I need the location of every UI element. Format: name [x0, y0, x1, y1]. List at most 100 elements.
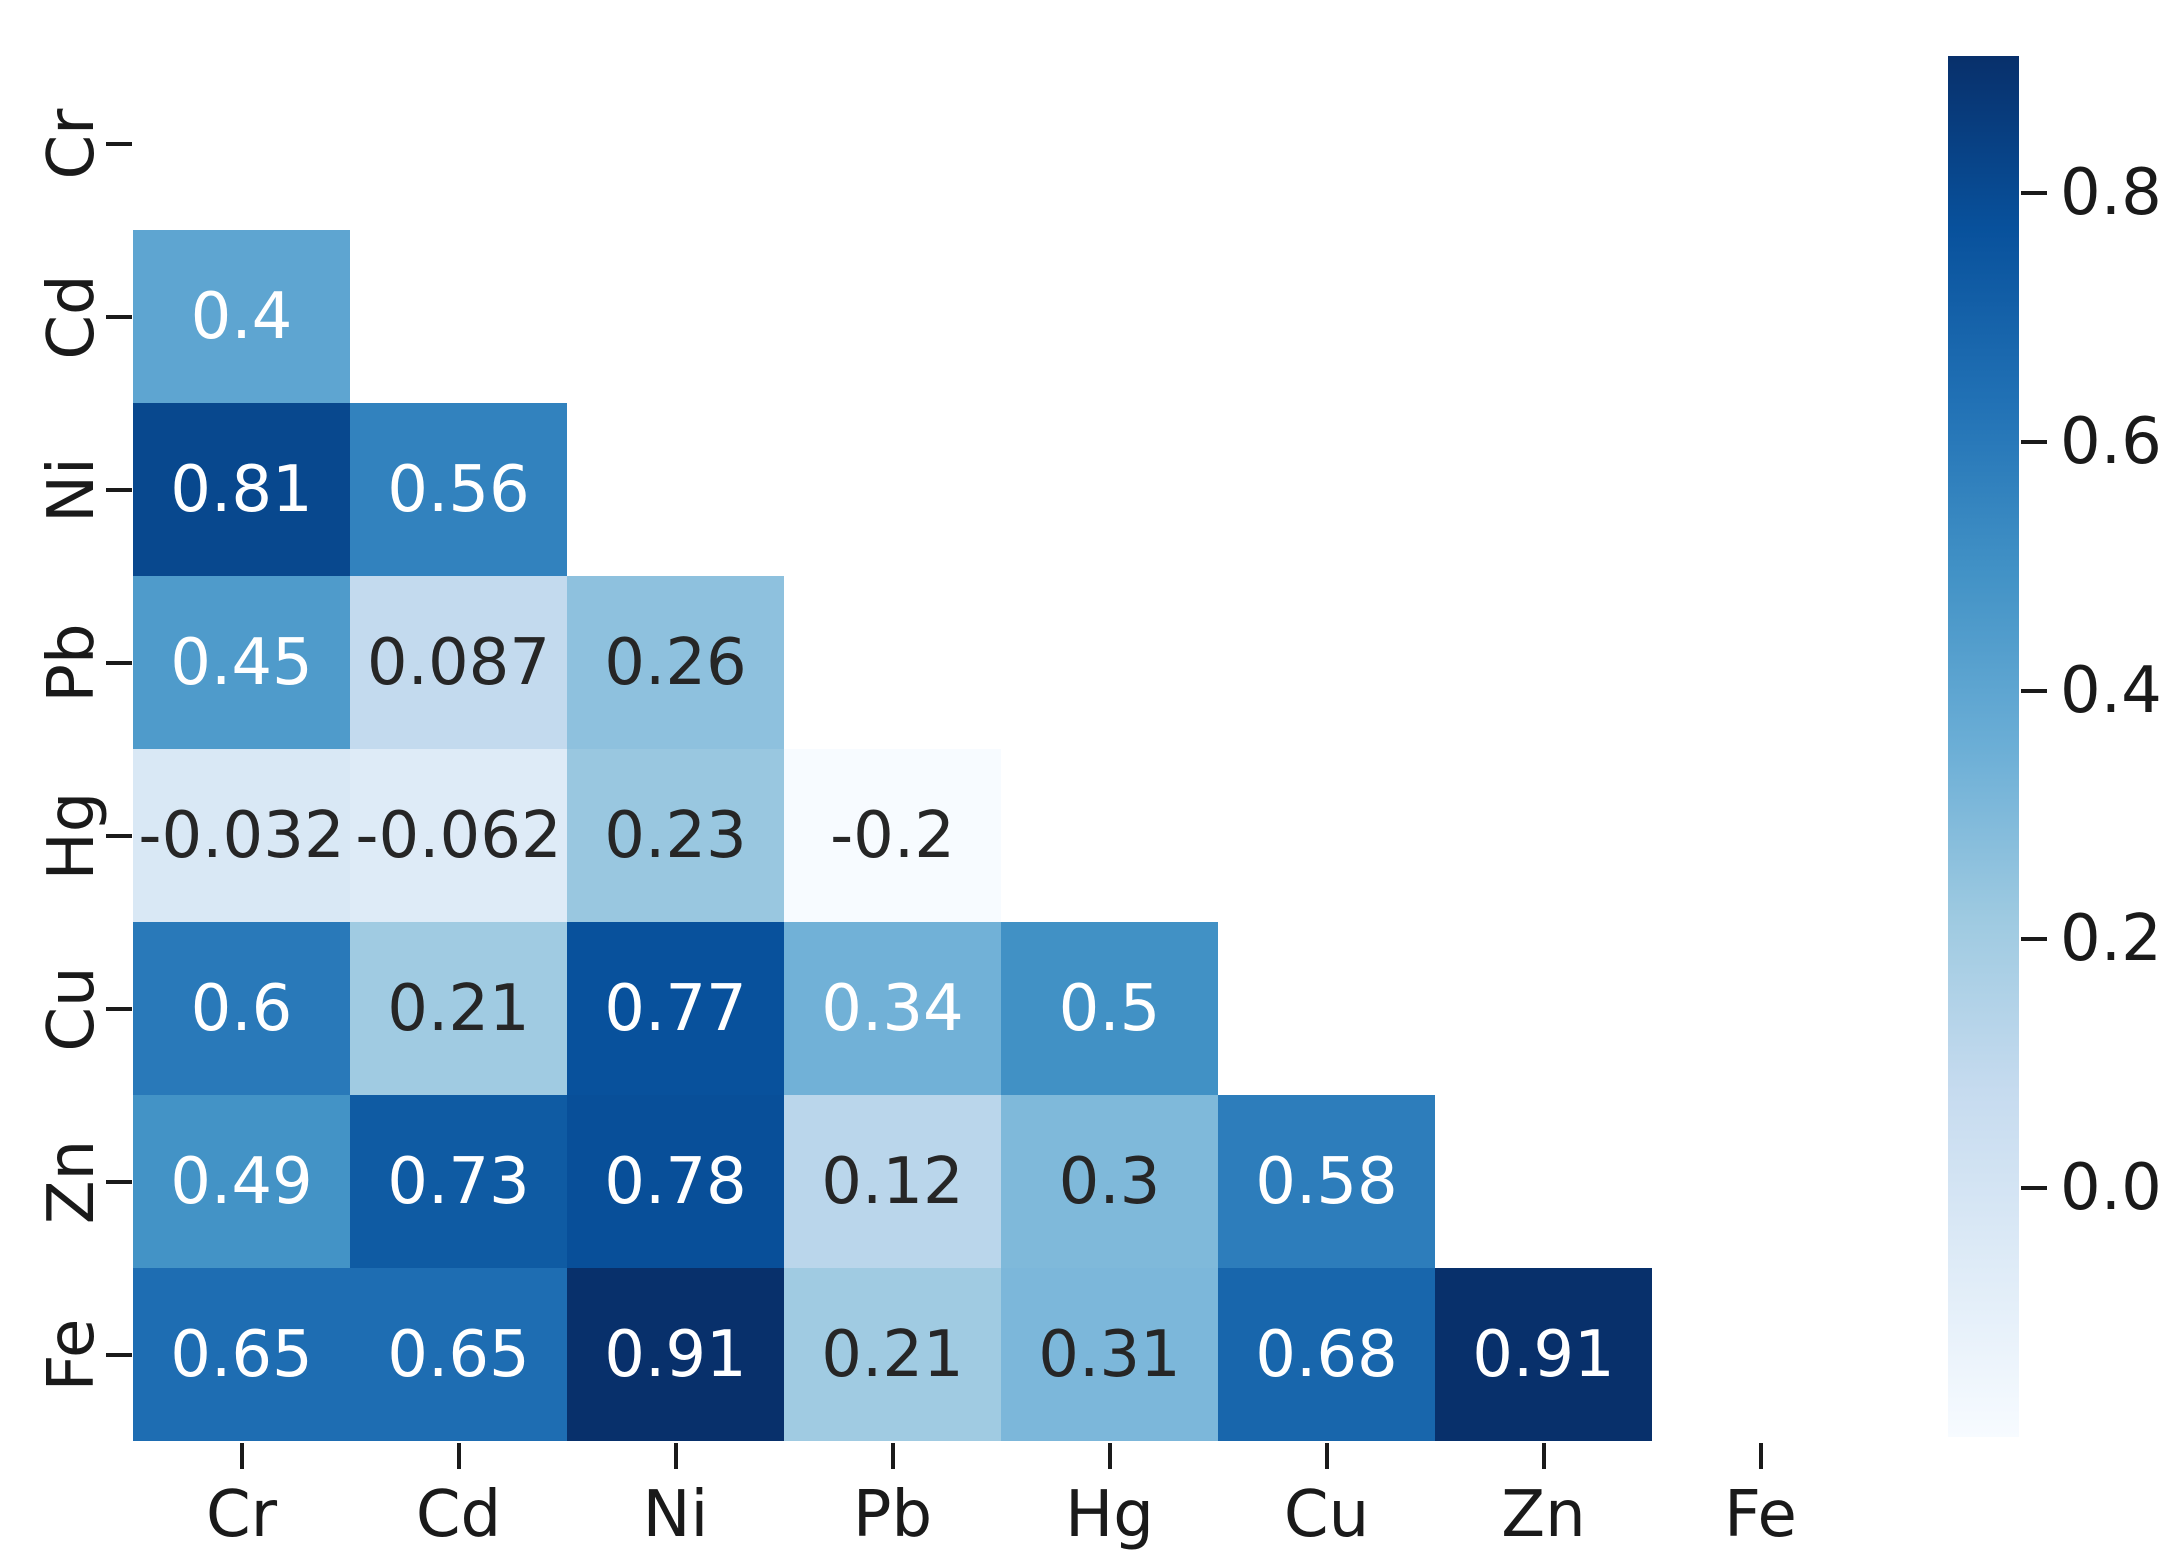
- x-tick-label-Cd: Cd: [415, 1478, 502, 1552]
- y-tick-label-Pb: Pb: [35, 622, 109, 703]
- heatmap-cell-Pb-Cr: 0.45: [133, 576, 350, 749]
- x-tick-label-Zn: Zn: [1501, 1478, 1586, 1552]
- x-tick-Pb: [890, 1443, 895, 1469]
- cell-value: 0.34: [821, 971, 964, 1046]
- cell-value: 0.65: [387, 1317, 530, 1392]
- colorbar-tick-label-0.4: 0.4: [2060, 653, 2162, 728]
- heatmap-cell-Zn-Cu: 0.58: [1218, 1095, 1435, 1268]
- cell-value: -0.062: [355, 798, 562, 873]
- cell-value: 0.58: [1255, 1144, 1398, 1219]
- y-tick-label-Ni: Ni: [35, 456, 109, 523]
- heatmap-cell-Zn-Cr: 0.49: [133, 1095, 350, 1268]
- heatmap-cell-Zn-Ni: 0.78: [567, 1095, 784, 1268]
- x-tick-label-Pb: Pb: [852, 1478, 933, 1552]
- x-tick-Hg: [1107, 1443, 1112, 1469]
- x-tick-Ni: [673, 1443, 678, 1469]
- y-tick-label-Cr: Cr: [35, 108, 109, 179]
- y-tick-Zn: [106, 1179, 132, 1184]
- y-tick-Cu: [106, 1006, 132, 1011]
- colorbar-tick-0.6: [2021, 439, 2047, 444]
- cell-value: -0.032: [138, 798, 345, 873]
- y-tick-label-Cd: Cd: [35, 273, 109, 360]
- heatmap-cell-Fe-Ni: 0.91: [567, 1268, 784, 1441]
- y-tick-Pb: [106, 660, 132, 665]
- colorbar-tick-0.4: [2021, 688, 2047, 693]
- x-tick-Cr: [239, 1443, 244, 1469]
- x-tick-Zn: [1541, 1443, 1546, 1469]
- heatmap-cell-Ni-Cr: 0.81: [133, 403, 350, 576]
- y-tick-Fe: [106, 1352, 132, 1357]
- y-tick-Hg: [106, 833, 132, 838]
- heatmap-cell-Pb-Ni: 0.26: [567, 576, 784, 749]
- colorbar-tick-label-0.6: 0.6: [2060, 404, 2162, 479]
- cell-value: 0.81: [170, 452, 313, 527]
- heatmap-cell-Zn-Hg: 0.3: [1001, 1095, 1218, 1268]
- y-tick-label-Cu: Cu: [35, 965, 109, 1052]
- heatmap-cell-Ni-Cd: 0.56: [350, 403, 567, 576]
- heatmap-cell-Cd-Cr: 0.4: [133, 230, 350, 403]
- y-tick-Ni: [106, 487, 132, 492]
- cell-value: 0.21: [821, 1317, 964, 1392]
- x-tick-label-Hg: Hg: [1065, 1478, 1154, 1552]
- colorbar-tick-0.8: [2021, 190, 2047, 195]
- cell-value: 0.23: [604, 798, 747, 873]
- heatmap-cell-Cu-Cd: 0.21: [350, 922, 567, 1095]
- cell-value: 0.56: [387, 452, 530, 527]
- heatmap-cell-Cu-Ni: 0.77: [567, 922, 784, 1095]
- cell-value: -0.2: [830, 798, 955, 873]
- y-tick-label-Fe: Fe: [35, 1318, 109, 1391]
- heatmap-cell-Zn-Cd: 0.73: [350, 1095, 567, 1268]
- heatmap-cell-Cu-Pb: 0.34: [784, 922, 1001, 1095]
- cell-value: 0.45: [170, 625, 313, 700]
- x-tick-label-Cu: Cu: [1283, 1478, 1370, 1552]
- heatmap-cell-Zn-Pb: 0.12: [784, 1095, 1001, 1268]
- colorbar-gradient: [1948, 56, 2019, 1437]
- heatmap-cell-Cu-Cr: 0.6: [133, 922, 350, 1095]
- heatmap-cell-Hg-Pb: -0.2: [784, 749, 1001, 922]
- cell-value: 0.12: [821, 1144, 964, 1219]
- heatmap-cell-Fe-Cr: 0.65: [133, 1268, 350, 1441]
- x-tick-Fe: [1758, 1443, 1763, 1469]
- y-tick-label-Hg: Hg: [35, 791, 109, 880]
- cell-value: 0.6: [190, 971, 293, 1046]
- cell-value: 0.49: [170, 1144, 313, 1219]
- x-tick-label-Cr: Cr: [206, 1478, 277, 1552]
- cell-value: 0.78: [604, 1144, 747, 1219]
- colorbar-tick-0.2: [2021, 937, 2047, 942]
- heatmap-cell-Hg-Cr: -0.032: [133, 749, 350, 922]
- cell-value: 0.91: [604, 1317, 747, 1392]
- x-tick-Cd: [456, 1443, 461, 1469]
- cell-value: 0.3: [1058, 1144, 1161, 1219]
- y-tick-Cd: [106, 314, 132, 319]
- heatmap-cell-Cu-Hg: 0.5: [1001, 922, 1218, 1095]
- colorbar-tick-0.0: [2021, 1186, 2047, 1191]
- cell-value: 0.91: [1472, 1317, 1615, 1392]
- heatmap-cell-Hg-Ni: 0.23: [567, 749, 784, 922]
- cell-value: 0.26: [604, 625, 747, 700]
- heatmap-cell-Fe-Cu: 0.68: [1218, 1268, 1435, 1441]
- cell-value: 0.21: [387, 971, 530, 1046]
- heatmap-cell-Hg-Cd: -0.062: [350, 749, 567, 922]
- cell-value: 0.087: [366, 625, 551, 700]
- heatmap-cell-Fe-Hg: 0.31: [1001, 1268, 1218, 1441]
- colorbar-tick-label-0.2: 0.2: [2060, 902, 2162, 977]
- cell-value: 0.77: [604, 971, 747, 1046]
- x-tick-label-Ni: Ni: [642, 1478, 709, 1552]
- y-tick-label-Zn: Zn: [35, 1139, 109, 1224]
- cell-value: 0.65: [170, 1317, 313, 1392]
- heatmap-cell-Fe-Cd: 0.65: [350, 1268, 567, 1441]
- cell-value: 0.4: [190, 279, 293, 354]
- y-tick-Cr: [106, 141, 132, 146]
- heatmap-cell-Fe-Pb: 0.21: [784, 1268, 1001, 1441]
- colorbar-tick-label-0.0: 0.0: [2060, 1151, 2162, 1226]
- heatmap-cell-Fe-Zn: 0.91: [1435, 1268, 1652, 1441]
- cell-value: 0.68: [1255, 1317, 1398, 1392]
- cell-value: 0.31: [1038, 1317, 1181, 1392]
- x-tick-Cu: [1324, 1443, 1329, 1469]
- cell-value: 0.73: [387, 1144, 530, 1219]
- heatmap-cell-Pb-Cd: 0.087: [350, 576, 567, 749]
- cell-value: 0.5: [1058, 971, 1161, 1046]
- colorbar-tick-label-0.8: 0.8: [2060, 155, 2162, 230]
- x-tick-label-Fe: Fe: [1724, 1478, 1797, 1552]
